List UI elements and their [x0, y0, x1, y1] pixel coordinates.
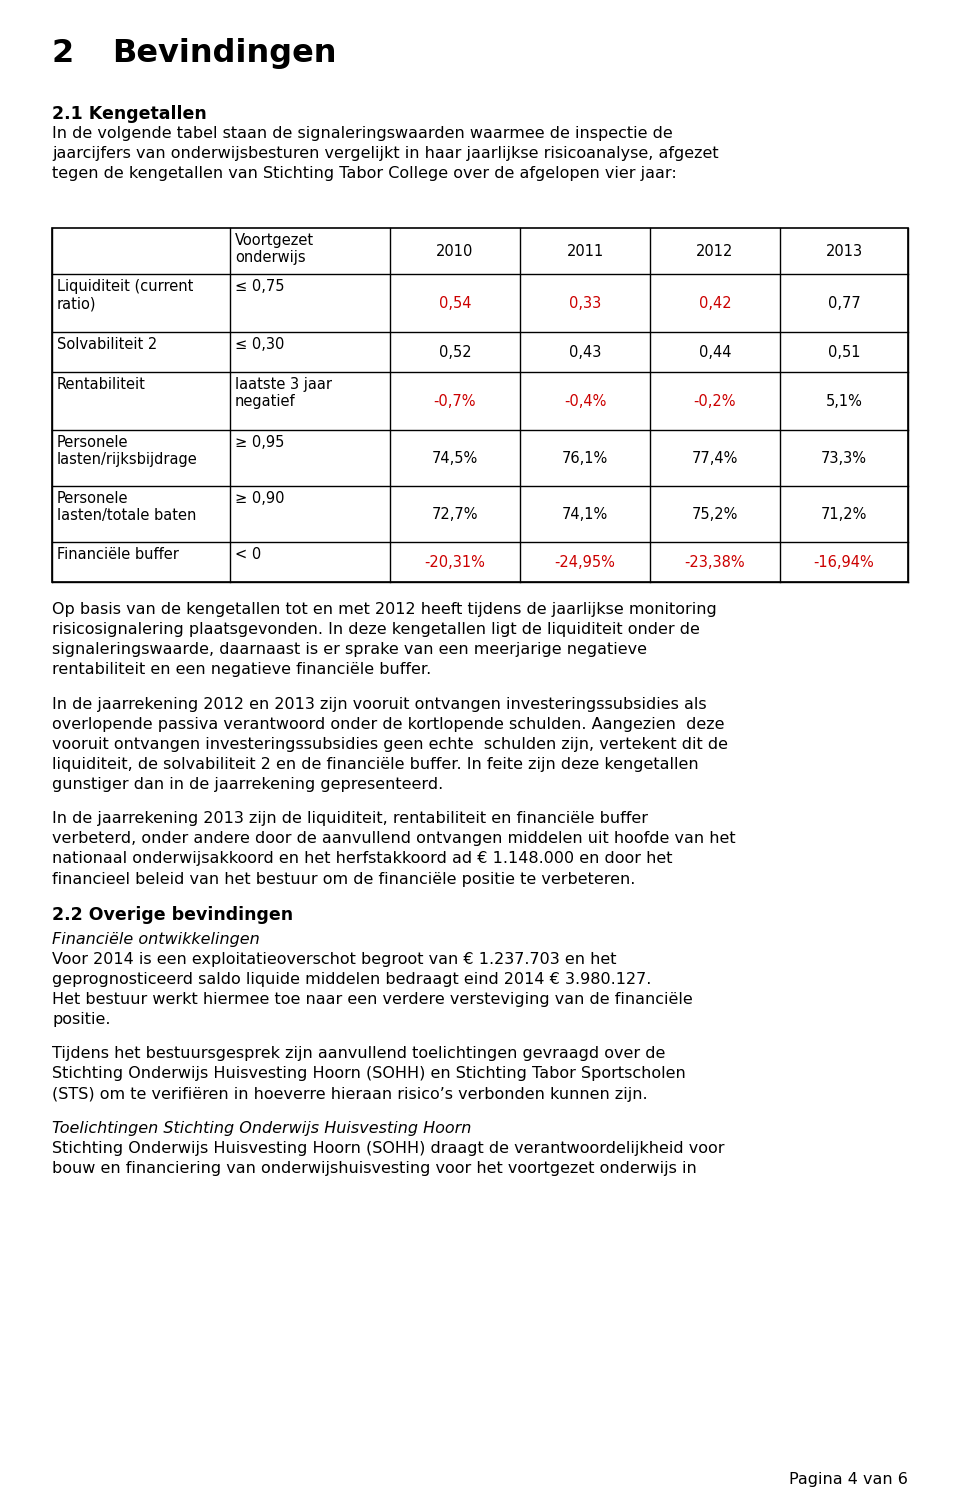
Text: < 0: < 0: [235, 548, 261, 562]
Text: jaarcijfers van onderwijsbesturen vergelijkt in haar jaarlijkse risicoanalyse, a: jaarcijfers van onderwijsbesturen vergel…: [52, 147, 719, 162]
Text: ≥ 0,90: ≥ 0,90: [235, 491, 284, 506]
Text: -0,2%: -0,2%: [694, 393, 736, 408]
Text: rentabiliteit en een negatieve financiële buffer.: rentabiliteit en een negatieve financiël…: [52, 663, 431, 678]
Text: In de volgende tabel staan de signaleringswaarden waarmee de inspectie de: In de volgende tabel staan de signalerin…: [52, 126, 673, 141]
Text: Financiële ontwikkelingen: Financiële ontwikkelingen: [52, 932, 260, 947]
Text: 74,5%: 74,5%: [432, 450, 478, 465]
Text: 2010: 2010: [436, 244, 473, 259]
Text: vooruit ontvangen investeringssubsidies geen echte  schulden zijn, vertekent dit: vooruit ontvangen investeringssubsidies …: [52, 736, 728, 752]
Text: positie.: positie.: [52, 1013, 110, 1028]
Text: Financiële buffer: Financiële buffer: [57, 548, 179, 562]
Text: ≥ 0,95: ≥ 0,95: [235, 435, 284, 450]
Text: signaleringswaarde, daarnaast is er sprake van een meerjarige negatieve: signaleringswaarde, daarnaast is er spra…: [52, 642, 647, 657]
Text: -24,95%: -24,95%: [555, 555, 615, 570]
Text: 76,1%: 76,1%: [562, 450, 608, 465]
Text: ≤ 0,30: ≤ 0,30: [235, 337, 284, 352]
Text: bouw en financiering van onderwijshuisvesting voor het voortgezet onderwijs in: bouw en financiering van onderwijshuisve…: [52, 1161, 697, 1176]
Text: 2013: 2013: [826, 244, 863, 259]
Text: 2.1 Kengetallen: 2.1 Kengetallen: [52, 105, 206, 123]
Text: nationaal onderwijsakkoord en het herfstakkoord ad € 1.148.000 en door het: nationaal onderwijsakkoord en het herfst…: [52, 851, 673, 866]
Text: Voor 2014 is een exploitatieoverschot begroot van € 1.237.703 en het: Voor 2014 is een exploitatieoverschot be…: [52, 951, 616, 966]
Text: Tijdens het bestuursgesprek zijn aanvullend toelichtingen gevraagd over de: Tijdens het bestuursgesprek zijn aanvull…: [52, 1046, 665, 1061]
Text: 0,44: 0,44: [699, 344, 732, 359]
Text: overlopende passiva verantwoord onder de kortlopende schulden. Aangezien  deze: overlopende passiva verantwoord onder de…: [52, 717, 725, 732]
Text: 0,51: 0,51: [828, 344, 860, 359]
Text: In de jaarrekening 2013 zijn de liquiditeit, rentabiliteit en financiële buffer: In de jaarrekening 2013 zijn de liquidit…: [52, 811, 648, 826]
Text: -20,31%: -20,31%: [424, 555, 486, 570]
Text: 0,54: 0,54: [439, 296, 471, 311]
Text: 2011: 2011: [566, 244, 604, 259]
Text: 72,7%: 72,7%: [432, 507, 478, 522]
Text: -16,94%: -16,94%: [814, 555, 875, 570]
Text: Voortgezet
onderwijs: Voortgezet onderwijs: [235, 233, 314, 265]
Text: geprognosticeerd saldo liquide middelen bedraagt eind 2014 € 3.980.127.: geprognosticeerd saldo liquide middelen …: [52, 972, 652, 987]
Text: tegen de kengetallen van Stichting Tabor College over de afgelopen vier jaar:: tegen de kengetallen van Stichting Tabor…: [52, 166, 677, 181]
Text: Toelichtingen Stichting Onderwijs Huisvesting Hoorn: Toelichtingen Stichting Onderwijs Huisve…: [52, 1121, 471, 1135]
Text: Bevindingen: Bevindingen: [112, 37, 337, 69]
Text: 77,4%: 77,4%: [692, 450, 738, 465]
Text: 74,1%: 74,1%: [562, 507, 608, 522]
Text: (STS) om te verifiëren in hoeverre hieraan risico’s verbonden kunnen zijn.: (STS) om te verifiëren in hoeverre hiera…: [52, 1086, 648, 1101]
Text: 5,1%: 5,1%: [826, 393, 862, 408]
Text: liquiditeit, de solvabiliteit 2 en de financiële buffer. In feite zijn deze keng: liquiditeit, de solvabiliteit 2 en de fi…: [52, 757, 699, 772]
Text: 71,2%: 71,2%: [821, 507, 867, 522]
Text: Stichting Onderwijs Huisvesting Hoorn (SOHH) draagt de verantwoordelijkheid voor: Stichting Onderwijs Huisvesting Hoorn (S…: [52, 1141, 725, 1156]
Text: 2: 2: [52, 37, 74, 69]
Text: Het bestuur werkt hiermee toe naar een verdere versteviging van de financiële: Het bestuur werkt hiermee toe naar een v…: [52, 992, 693, 1007]
Text: Pagina 4 van 6: Pagina 4 van 6: [789, 1472, 908, 1487]
Text: ≤ 0,75: ≤ 0,75: [235, 278, 284, 295]
Text: Personele
lasten/rijksbijdrage: Personele lasten/rijksbijdrage: [57, 435, 198, 467]
Text: 0,33: 0,33: [569, 296, 601, 311]
Text: 0,42: 0,42: [699, 296, 732, 311]
Text: 0,43: 0,43: [569, 344, 601, 359]
Text: -0,7%: -0,7%: [434, 393, 476, 408]
Text: Personele
lasten/totale baten: Personele lasten/totale baten: [57, 491, 197, 524]
Text: verbeterd, onder andere door de aanvullend ontvangen middelen uit hoofde van het: verbeterd, onder andere door de aanvulle…: [52, 832, 735, 847]
Text: financieel beleid van het bestuur om de financiële positie te verbeteren.: financieel beleid van het bestuur om de …: [52, 872, 636, 887]
Text: risicosignalering plaatsgevonden. In deze kengetallen ligt de liquiditeit onder : risicosignalering plaatsgevonden. In dez…: [52, 622, 700, 637]
Text: 75,2%: 75,2%: [692, 507, 738, 522]
Text: 0,77: 0,77: [828, 296, 860, 311]
Text: 2.2 Overige bevindingen: 2.2 Overige bevindingen: [52, 905, 293, 923]
Text: 73,3%: 73,3%: [821, 450, 867, 465]
Text: Liquiditeit (current
ratio): Liquiditeit (current ratio): [57, 278, 193, 311]
Text: Op basis van de kengetallen tot en met 2012 heeft tijdens de jaarlijkse monitori: Op basis van de kengetallen tot en met 2…: [52, 601, 717, 616]
Text: Rentabiliteit: Rentabiliteit: [57, 377, 146, 392]
Text: -0,4%: -0,4%: [564, 393, 606, 408]
Text: gunstiger dan in de jaarrekening gepresenteerd.: gunstiger dan in de jaarrekening geprese…: [52, 776, 444, 791]
Text: laatste 3 jaar
negatief: laatste 3 jaar negatief: [235, 377, 332, 410]
Text: Stichting Onderwijs Huisvesting Hoorn (SOHH) en Stichting Tabor Sportscholen: Stichting Onderwijs Huisvesting Hoorn (S…: [52, 1067, 685, 1082]
Text: -23,38%: -23,38%: [684, 555, 745, 570]
Bar: [52, 227, 908, 582]
Text: 2012: 2012: [696, 244, 733, 259]
Text: In de jaarrekening 2012 en 2013 zijn vooruit ontvangen investeringssubsidies als: In de jaarrekening 2012 en 2013 zijn voo…: [52, 697, 707, 712]
Text: Solvabiliteit 2: Solvabiliteit 2: [57, 337, 157, 352]
Text: 0,52: 0,52: [439, 344, 471, 359]
